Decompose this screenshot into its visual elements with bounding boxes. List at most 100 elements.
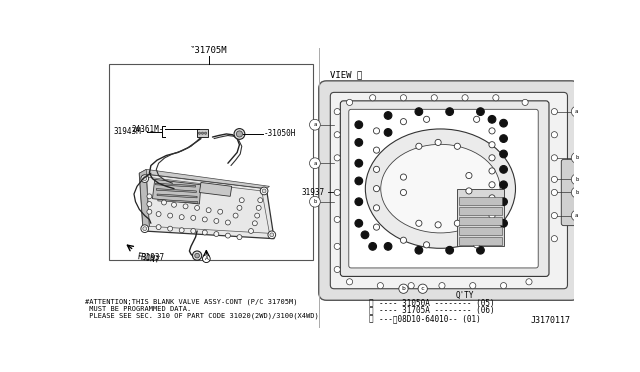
Circle shape xyxy=(435,140,441,145)
Circle shape xyxy=(489,195,495,201)
Circle shape xyxy=(334,266,340,273)
Circle shape xyxy=(477,108,484,115)
Circle shape xyxy=(143,177,147,180)
Circle shape xyxy=(346,99,353,106)
Circle shape xyxy=(248,228,253,234)
Bar xyxy=(459,197,502,205)
Circle shape xyxy=(233,213,238,218)
Polygon shape xyxy=(140,173,274,239)
Circle shape xyxy=(262,189,266,193)
Circle shape xyxy=(191,215,196,220)
Circle shape xyxy=(378,283,383,289)
Circle shape xyxy=(193,251,202,260)
Circle shape xyxy=(236,131,243,137)
Text: b: b xyxy=(575,177,579,182)
Circle shape xyxy=(373,224,380,230)
Circle shape xyxy=(204,132,207,134)
Bar xyxy=(459,217,502,225)
Circle shape xyxy=(172,202,177,207)
Circle shape xyxy=(500,283,507,289)
Circle shape xyxy=(416,220,422,226)
Circle shape xyxy=(373,186,380,192)
Circle shape xyxy=(446,246,454,254)
Text: ⓪: ⓪ xyxy=(369,299,373,308)
Circle shape xyxy=(214,232,219,237)
Circle shape xyxy=(384,243,392,250)
Circle shape xyxy=(500,119,508,127)
Circle shape xyxy=(551,212,557,219)
Bar xyxy=(459,227,502,235)
Circle shape xyxy=(466,188,472,194)
FancyBboxPatch shape xyxy=(349,109,538,268)
Bar xyxy=(459,207,502,215)
Circle shape xyxy=(477,246,484,254)
Text: ---- 31050A -------- (05): ---- 31050A -------- (05) xyxy=(379,299,495,308)
Circle shape xyxy=(143,227,147,231)
Circle shape xyxy=(147,209,152,214)
Circle shape xyxy=(179,215,184,219)
Circle shape xyxy=(415,108,422,115)
Text: ⓧ: ⓧ xyxy=(369,307,373,315)
Circle shape xyxy=(415,246,422,254)
Polygon shape xyxy=(140,169,149,231)
Circle shape xyxy=(493,95,499,101)
Circle shape xyxy=(470,283,476,289)
Circle shape xyxy=(239,198,244,203)
FancyBboxPatch shape xyxy=(330,92,568,289)
Circle shape xyxy=(526,279,532,285)
Bar xyxy=(459,237,502,245)
Circle shape xyxy=(147,194,152,199)
Circle shape xyxy=(401,95,406,101)
Circle shape xyxy=(202,217,207,222)
Polygon shape xyxy=(158,199,198,203)
Circle shape xyxy=(431,95,437,101)
Circle shape xyxy=(202,255,210,263)
Circle shape xyxy=(572,153,582,163)
Circle shape xyxy=(191,228,196,234)
Circle shape xyxy=(310,158,320,169)
Circle shape xyxy=(401,189,406,196)
Circle shape xyxy=(256,205,261,210)
Circle shape xyxy=(268,231,276,239)
Text: FRONT: FRONT xyxy=(136,252,160,264)
Circle shape xyxy=(355,139,363,146)
Circle shape xyxy=(489,142,495,148)
Circle shape xyxy=(260,187,268,195)
Circle shape xyxy=(454,220,460,226)
Circle shape xyxy=(500,150,508,158)
Circle shape xyxy=(355,121,363,129)
Circle shape xyxy=(195,253,200,258)
Text: a: a xyxy=(575,213,579,218)
Text: b: b xyxy=(575,155,579,160)
Circle shape xyxy=(408,283,414,289)
Text: 31937: 31937 xyxy=(302,188,325,197)
Circle shape xyxy=(474,242,480,248)
Text: a: a xyxy=(314,122,317,127)
Circle shape xyxy=(346,279,353,285)
Circle shape xyxy=(334,132,340,138)
Text: a: a xyxy=(314,161,317,166)
Circle shape xyxy=(355,198,363,206)
Circle shape xyxy=(474,116,480,122)
Circle shape xyxy=(489,182,495,188)
Circle shape xyxy=(334,109,340,115)
Circle shape xyxy=(489,128,495,134)
Circle shape xyxy=(237,235,242,240)
Bar xyxy=(458,189,504,246)
Circle shape xyxy=(551,155,557,161)
Circle shape xyxy=(310,196,320,207)
Text: #ATTENTION;THIS BLANK VALVE ASSY-CONT (P/C 31705M): #ATTENTION;THIS BLANK VALVE ASSY-CONT (P… xyxy=(86,299,298,305)
Circle shape xyxy=(454,143,460,150)
Polygon shape xyxy=(152,179,201,204)
Text: VIEW Ⓐ: VIEW Ⓐ xyxy=(330,70,362,79)
Text: b: b xyxy=(314,199,317,204)
Circle shape xyxy=(373,147,380,153)
Circle shape xyxy=(500,198,508,206)
Text: 31937: 31937 xyxy=(141,253,164,262)
Circle shape xyxy=(500,135,508,142)
Text: PLEASE SEE SEC. 310 OF PART CODE 31020(2WD)/3100(X4WD): PLEASE SEE SEC. 310 OF PART CODE 31020(2… xyxy=(86,312,319,319)
Circle shape xyxy=(369,95,376,101)
Text: a: a xyxy=(575,109,579,114)
Circle shape xyxy=(551,132,557,138)
Circle shape xyxy=(401,237,406,243)
